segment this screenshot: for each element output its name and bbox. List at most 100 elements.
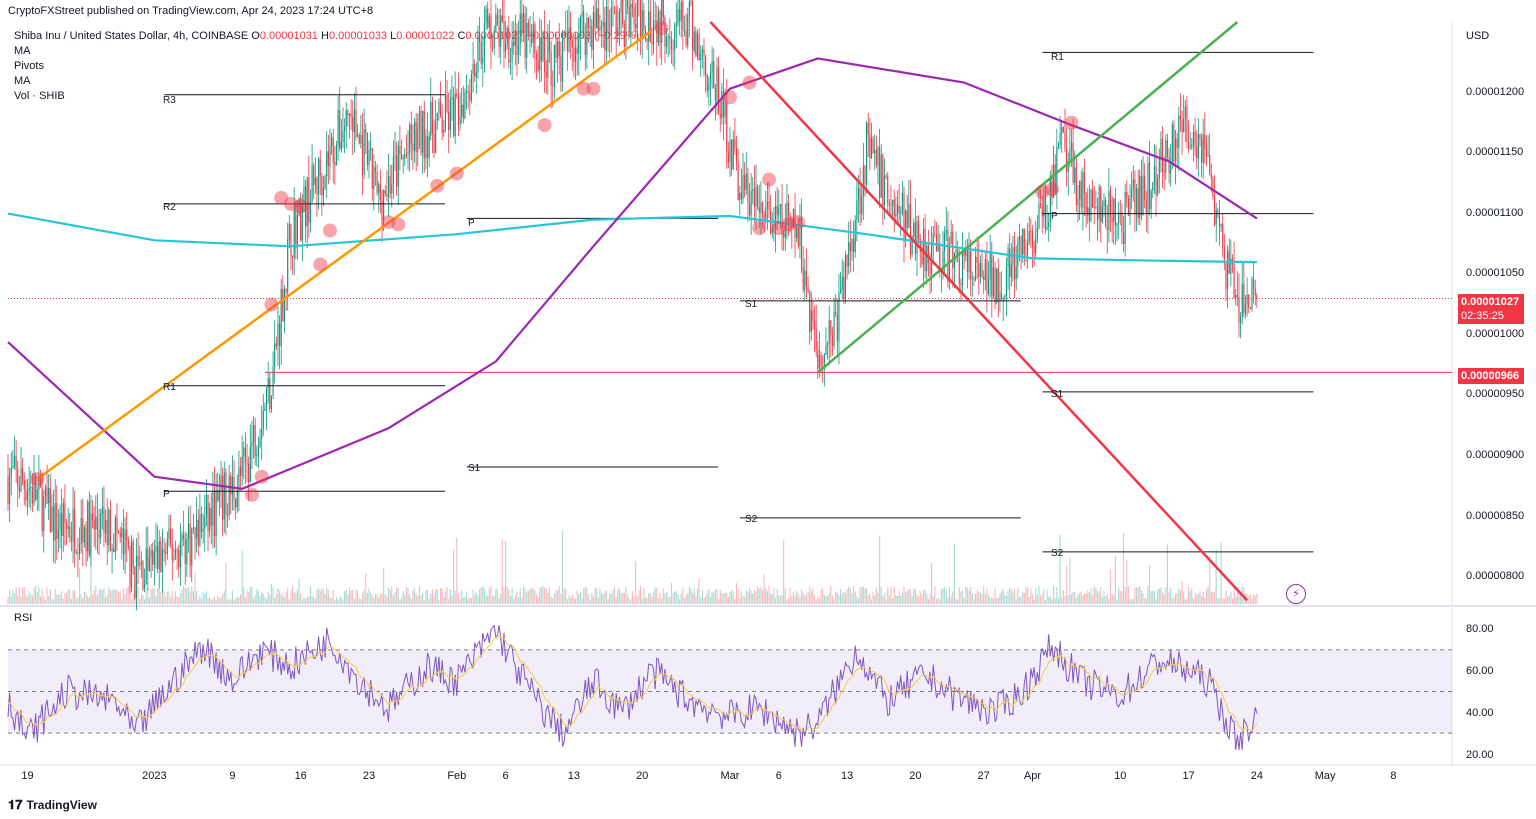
candle-body (483, 22, 486, 58)
candle-body (667, 36, 669, 38)
volume-bar (487, 595, 489, 604)
volume-bar (810, 590, 812, 604)
volume-bar (327, 589, 329, 604)
candle-body (739, 192, 741, 201)
candle-body (1083, 172, 1086, 194)
volume-bar (518, 597, 520, 604)
volume-bar (563, 587, 565, 604)
candle-body (48, 487, 50, 504)
candle-body (236, 490, 238, 508)
candle-body (196, 519, 198, 539)
volume-bar (705, 595, 707, 604)
candle-body (1197, 134, 1199, 159)
volume-bar (1199, 591, 1201, 604)
volume-bar (449, 589, 451, 604)
lightning-icon[interactable]: ⚡ (1286, 584, 1306, 604)
candle-body (1085, 193, 1087, 216)
volume-bar (1153, 590, 1155, 604)
candle-body (192, 527, 194, 529)
volume-bar (124, 594, 126, 604)
volume-bar (265, 598, 268, 604)
volume-bar (441, 588, 443, 604)
candle-body (547, 37, 549, 78)
candle-body (197, 519, 199, 546)
candle-body (165, 552, 167, 554)
volume-bar (1010, 588, 1012, 604)
candle-body (695, 31, 697, 57)
candle-body (17, 468, 19, 487)
tradingview-footer[interactable]: 𝟏𝟕 TradingView (8, 797, 97, 813)
volume-bar (677, 594, 679, 604)
rsi-label[interactable]: RSI (14, 612, 33, 624)
candle-body (966, 249, 968, 273)
volume-bar (135, 590, 138, 604)
volume-bar (1101, 597, 1103, 604)
volume-bar (160, 591, 162, 604)
volume-bar (1194, 592, 1196, 604)
candle-body (1222, 223, 1224, 247)
indicator-pivots[interactable]: Pivots (14, 60, 44, 72)
candle-body (402, 158, 404, 160)
candle-body (628, 5, 630, 35)
volume-bar (885, 599, 887, 604)
candle-body (183, 534, 185, 540)
candle-body (744, 175, 746, 191)
volume-bar (75, 598, 77, 604)
touch-marker (723, 90, 737, 105)
volume-bar (501, 539, 503, 604)
volume-bar (703, 597, 705, 604)
candle-body (244, 447, 246, 463)
indicator-ma-2[interactable]: MA (14, 75, 31, 87)
volume-bar (732, 591, 734, 604)
volume-bar (773, 587, 775, 604)
candle-body (1254, 288, 1256, 296)
candle-body (160, 541, 162, 573)
volume-bar (1217, 598, 1219, 604)
volume-bar (144, 599, 146, 604)
candle-body (18, 486, 20, 492)
volume-bar (571, 594, 573, 604)
volume-bar (914, 589, 916, 604)
candle-body (693, 31, 695, 52)
volume-bar (833, 599, 835, 604)
volume-bar (770, 593, 772, 604)
candle-body (830, 320, 832, 335)
volume-bar (49, 589, 51, 604)
volume-bar (605, 590, 607, 604)
candle-body (1196, 147, 1198, 159)
volume-bar (524, 588, 526, 604)
volume-bar (387, 587, 390, 604)
candle-body (1173, 124, 1175, 162)
volume-bar (438, 599, 440, 604)
volume-bar (548, 586, 551, 604)
rsi-tick: 40.00 (1466, 707, 1494, 719)
candle-body (659, 11, 661, 43)
candle-body (578, 37, 580, 54)
volume-bar (994, 587, 996, 604)
candle-body (924, 228, 926, 272)
candle-body (690, 1, 692, 3)
candle-body (888, 203, 890, 206)
volume-bar (415, 592, 417, 604)
indicator-ma-1[interactable]: MA (14, 45, 31, 57)
volume-bar (410, 598, 412, 604)
volume-bar (301, 599, 303, 604)
volume-bar (859, 587, 861, 604)
candle-body (319, 158, 321, 177)
volume-bar (957, 599, 959, 604)
candle-body (1139, 175, 1141, 219)
volume-bar (1070, 594, 1073, 604)
volume-bar (813, 594, 816, 604)
volume-bar (799, 597, 801, 604)
volume-bar (596, 588, 598, 604)
volume-bar (854, 591, 856, 604)
trendline (709, 21, 1249, 602)
candle-body (558, 41, 560, 57)
indicator-volume[interactable]: Vol · SHIB (14, 90, 65, 102)
support-level-tag: 0.00000966 (1458, 368, 1524, 384)
volume-bar (155, 596, 157, 604)
candle-body (721, 91, 723, 119)
candle-body (1127, 198, 1129, 216)
pivot-label: P (1051, 211, 1058, 222)
